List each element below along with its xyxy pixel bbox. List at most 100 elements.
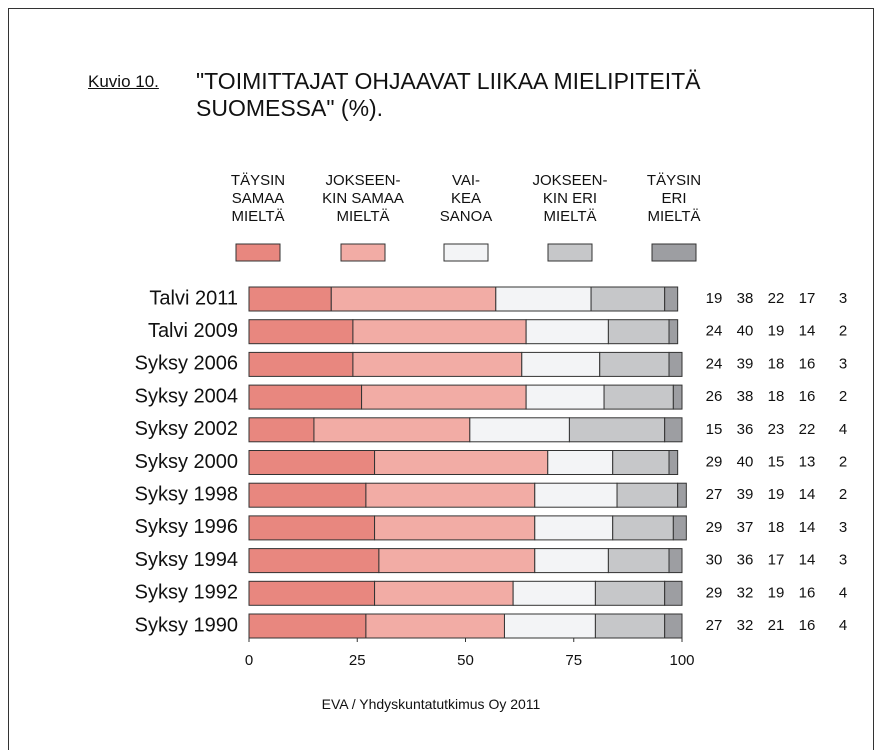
value-label: 40: [737, 323, 754, 340]
value-label: 29: [706, 519, 723, 536]
bar-segment: [616, 482, 679, 508]
category-label: Talvi 2011: [149, 287, 238, 309]
legend-label: VAI- KEA SANOA: [439, 172, 493, 225]
value-label: 32: [737, 584, 754, 601]
value-label: 38: [737, 290, 754, 307]
bar-segment: [248, 515, 376, 541]
x-tick-label: 75: [565, 652, 582, 669]
bar-segment: [677, 482, 687, 508]
legend-swatch: [547, 243, 593, 262]
category-label: Syksy 1996: [135, 516, 238, 538]
value-label: 39: [737, 486, 754, 503]
bar-segment: [603, 384, 674, 410]
legend-label: TÄYSIN SAMAA MIELTÄ: [230, 172, 286, 225]
x-tick-label: 100: [669, 652, 694, 669]
bar-segment: [664, 417, 683, 443]
value-label: 23: [768, 421, 785, 438]
value-label: 22: [768, 290, 785, 307]
value-label: 40: [737, 453, 754, 470]
frame: [8, 8, 874, 750]
legend-label: JOKSEEN- KIN SAMAA MIELTÄ: [322, 172, 404, 225]
bar-segment: [248, 384, 363, 410]
value-label: 2: [839, 486, 847, 503]
value-label: 21: [768, 617, 785, 634]
category-label: Syksy 1990: [135, 614, 238, 636]
value-label: 14: [799, 323, 816, 340]
value-label: 14: [799, 552, 816, 569]
legend-label: JOKSEEN- KIN ERI MIELTÄ: [532, 172, 608, 225]
category-label: Syksy 1992: [135, 582, 238, 604]
bar-segment: [521, 351, 601, 377]
value-label: 27: [706, 486, 723, 503]
bar-segment: [365, 482, 536, 508]
category-label: Syksy 1994: [135, 549, 238, 571]
value-label: 14: [799, 486, 816, 503]
value-label: 19: [706, 290, 723, 307]
bar-segment: [607, 548, 670, 574]
bar-segment: [248, 450, 376, 475]
category-label: Talvi 2009: [148, 320, 238, 342]
legend-swatch: [235, 243, 281, 262]
value-label: 17: [799, 290, 816, 307]
bar-segment: [668, 351, 683, 377]
value-label: 19: [768, 486, 785, 503]
value-label: 15: [706, 421, 723, 438]
value-label: 16: [799, 388, 816, 405]
bar-segment: [525, 384, 605, 410]
bar-segment: [248, 613, 367, 639]
value-label: 14: [799, 519, 816, 536]
category-label: Syksy 2000: [135, 451, 238, 473]
value-label: 13: [799, 453, 816, 470]
legend-label: TÄYSIN ERI MIELTÄ: [646, 172, 702, 225]
value-label: 36: [737, 552, 754, 569]
bar-segment: [378, 548, 536, 574]
bar-segment: [668, 319, 679, 345]
bar-segment: [248, 580, 376, 606]
value-label: 24: [706, 323, 723, 340]
legend-swatch: [443, 243, 489, 262]
bar-segment: [534, 548, 609, 574]
category-label: Syksy 2002: [135, 418, 238, 440]
value-label: 22: [799, 421, 816, 438]
bar-segment: [248, 417, 315, 443]
value-label: 19: [768, 584, 785, 601]
category-label: Syksy 1998: [135, 483, 238, 505]
bar-segment: [612, 515, 674, 541]
value-label: 2: [839, 323, 847, 340]
bar-segment: [248, 548, 380, 574]
bar-segment: [534, 482, 618, 508]
bar-segment: [547, 450, 614, 475]
category-label: Syksy 2006: [135, 353, 238, 375]
source: EVA / Yhdyskuntatutkimus Oy 2011: [321, 696, 541, 712]
bar-segment: [664, 613, 683, 639]
bar-segment: [248, 482, 367, 508]
value-label: 37: [737, 519, 754, 536]
x-tick-label: 0: [245, 652, 253, 669]
value-label: 4: [839, 617, 847, 634]
bar-segment: [361, 384, 527, 410]
category-label: Syksy 2004: [135, 385, 238, 407]
value-label: 17: [768, 552, 785, 569]
value-label: 3: [839, 355, 847, 372]
bar-segment: [664, 286, 679, 312]
bar-segment: [599, 351, 670, 377]
bar-segment: [664, 580, 683, 606]
value-label: 30: [706, 552, 723, 569]
value-label: 18: [768, 388, 785, 405]
figure-label: Kuvio 10.: [88, 72, 159, 91]
value-label: 26: [706, 388, 723, 405]
value-label: 16: [799, 617, 816, 634]
value-label: 36: [737, 421, 754, 438]
bar-segment: [248, 319, 354, 345]
value-label: 19: [768, 323, 785, 340]
bar-segment: [672, 515, 687, 541]
bar-segment: [672, 384, 683, 410]
bar-segment: [248, 351, 354, 377]
legend-swatch: [340, 243, 386, 262]
value-label: 29: [706, 584, 723, 601]
bar-segment: [512, 580, 596, 606]
value-label: 16: [799, 584, 816, 601]
bar-segment: [374, 515, 536, 541]
bar-segment: [365, 613, 505, 639]
value-label: 32: [737, 617, 754, 634]
